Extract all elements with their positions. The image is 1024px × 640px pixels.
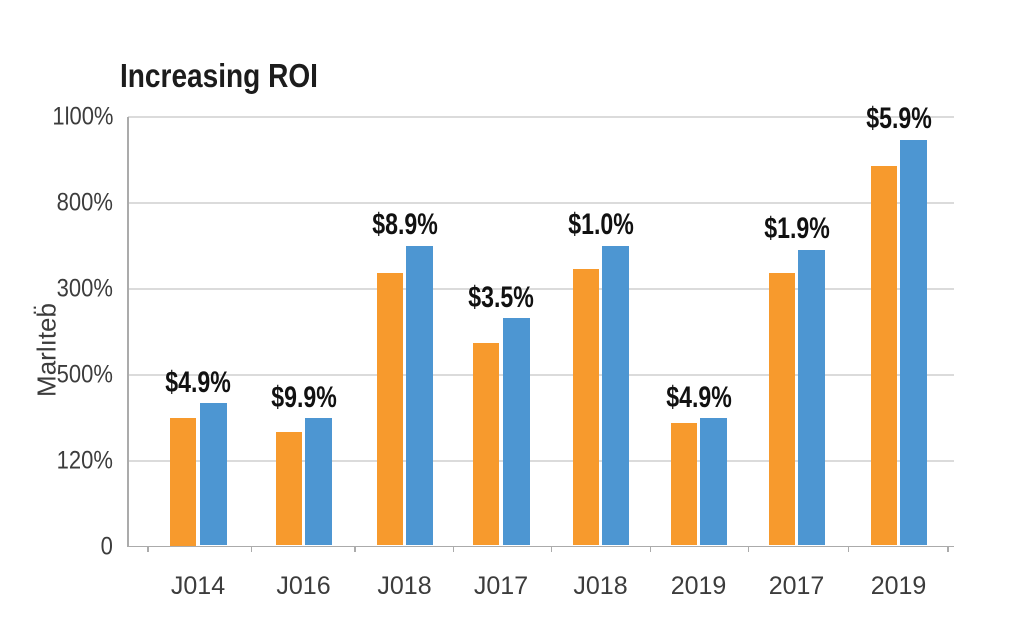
bar-orange — [870, 165, 897, 546]
x-tick-label: J016 — [276, 571, 331, 600]
bar-blue — [502, 318, 530, 546]
x-axis-tick — [452, 547, 455, 552]
x-tick-label: J018 — [377, 571, 432, 600]
bar-orange — [275, 432, 302, 546]
x-axis-tick — [147, 547, 149, 552]
gridline — [128, 460, 954, 462]
bar-value-label: $1.9% — [763, 212, 830, 246]
y-tick-label: 0 — [100, 532, 113, 561]
bar-blue — [305, 418, 332, 546]
bar-value-label: $3.5% — [468, 280, 534, 314]
x-tick-label: 2019 — [870, 571, 927, 600]
y-tick-label: 500% — [56, 360, 113, 389]
bar-orange — [572, 269, 599, 546]
bar-orange — [170, 418, 196, 546]
x-axis-tick — [250, 547, 253, 552]
bar-blue — [199, 403, 227, 546]
y-tick-label: 1l00% — [51, 102, 113, 131]
bar-orange — [376, 272, 403, 546]
bar-orange — [473, 343, 499, 546]
gridline — [128, 116, 954, 118]
x-tick-label: 2017 — [768, 571, 825, 600]
x-axis-tick — [747, 547, 749, 552]
gridline — [128, 288, 954, 290]
x-tick-label: J018 — [573, 571, 628, 600]
bar-blue — [900, 139, 927, 546]
bar-value-label: $5.9% — [865, 102, 932, 136]
x-axis-tick — [354, 547, 356, 552]
bar-blue — [798, 249, 825, 546]
x-axis-line — [127, 545, 954, 548]
bar-value-label: $4.9% — [665, 381, 732, 414]
bar-orange — [670, 423, 697, 546]
gridline — [128, 374, 954, 376]
y-tick-label: 800% — [56, 188, 113, 217]
y-tick-label: 120% — [56, 446, 113, 475]
bar-orange — [768, 272, 795, 546]
bar-value-label: $9.9% — [270, 381, 337, 414]
x-axis-tick — [947, 547, 949, 552]
bar-value-label: $4.9% — [165, 365, 231, 399]
x-tick-label: J017 — [473, 571, 529, 600]
x-axis-tick — [649, 547, 651, 552]
gridline — [128, 202, 954, 204]
bar-blue — [406, 245, 433, 546]
x-axis-tick — [847, 547, 849, 552]
bar-blue — [602, 245, 629, 546]
bar-blue — [700, 418, 727, 546]
x-tick-label: 2019 — [670, 571, 727, 600]
y-tick-label: 300% — [56, 274, 113, 303]
chart-title: Increasing ROI — [120, 57, 318, 94]
bar-value-label: $8.9% — [371, 208, 438, 242]
y-axis-line — [127, 117, 129, 547]
x-tick-label: J014 — [170, 571, 226, 600]
bar-value-label: $1.0% — [567, 208, 634, 242]
x-axis-tick — [550, 547, 553, 552]
